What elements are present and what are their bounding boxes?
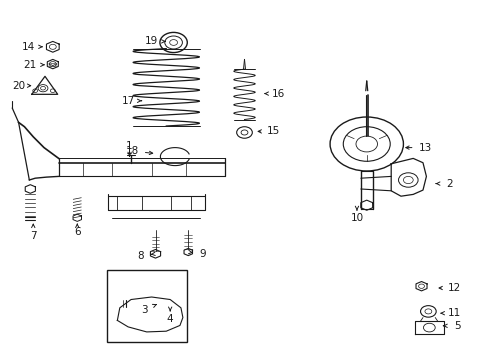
Text: 16: 16 (271, 89, 285, 99)
Text: 2: 2 (446, 179, 452, 189)
Text: 6: 6 (74, 227, 81, 237)
Text: 9: 9 (199, 249, 206, 259)
Text: 7: 7 (30, 231, 37, 241)
Text: 21: 21 (23, 60, 37, 70)
Text: 19: 19 (144, 36, 158, 46)
Text: 12: 12 (447, 283, 461, 293)
Text: 1: 1 (126, 141, 133, 151)
Text: 15: 15 (266, 126, 280, 136)
Text: 5: 5 (453, 321, 460, 331)
Text: 10: 10 (350, 213, 363, 223)
Text: 14: 14 (21, 42, 35, 52)
Bar (106, 270, 187, 342)
Text: 8: 8 (137, 251, 144, 261)
Text: 18: 18 (125, 146, 139, 156)
Text: 17: 17 (121, 96, 135, 106)
Text: 11: 11 (447, 308, 461, 318)
Text: 4: 4 (166, 314, 173, 324)
Text: 13: 13 (418, 143, 431, 153)
Text: 20: 20 (12, 81, 25, 91)
Text: 3: 3 (141, 305, 147, 315)
